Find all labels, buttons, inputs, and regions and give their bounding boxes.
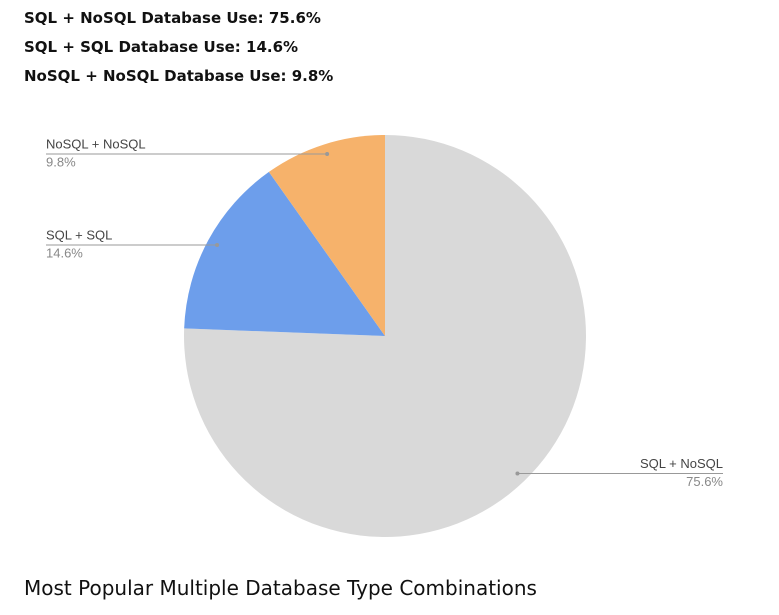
chart: SQL + NoSQL 75.6% SQL + SQL 14.6% NoSQL + No… — [46, 135, 723, 538]
slice-value-label: 75.6% — [686, 474, 723, 489]
summary-line: SQL + SQL Database Use: 14.6% — [24, 38, 299, 56]
pie-slice — [184, 171, 385, 336]
slice-value-label: 14.6% — [46, 245, 83, 260]
heading: Most Popular Multiple Database Type Comb… — [24, 576, 537, 600]
pie-slice — [184, 135, 586, 538]
slice-label: SQL + NoSQL — [640, 456, 723, 471]
summary-line: SQL + NoSQL Database Use: 75.6% — [24, 9, 321, 27]
slice-value-label: 9.8% — [46, 154, 76, 169]
leader-dot — [325, 152, 330, 157]
slice-label: NoSQL + NoSQL — [46, 136, 146, 151]
slice-label: SQL + SQL — [46, 227, 112, 242]
leader-dot — [515, 471, 520, 476]
summary-line: NoSQL + NoSQL Database Use: 9.8% — [24, 67, 334, 85]
pie-slice — [268, 135, 385, 336]
leader-dot — [215, 243, 220, 248]
